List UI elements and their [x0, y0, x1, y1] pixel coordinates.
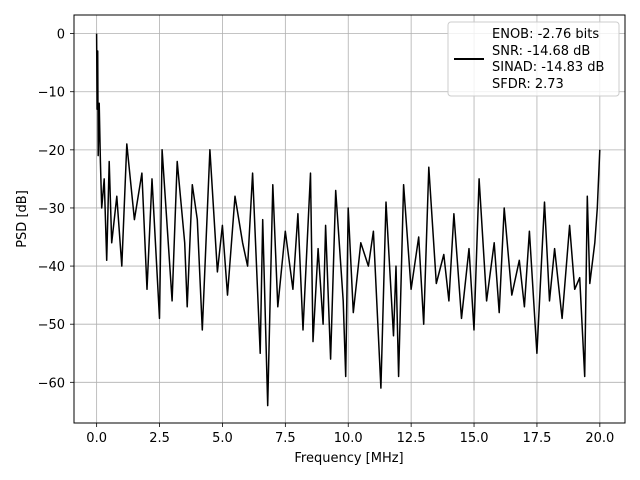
x-tick-label: 7.5 [275, 431, 296, 446]
legend: ENOB: -2.76 bits SNR: -14.68 dB SINAD: -… [447, 21, 620, 97]
legend-box [447, 21, 620, 97]
x-axis-ticks: 0.0 2.5 5.0 7.5 10.0 12.5 15.0 17.5 20.0 [86, 423, 614, 446]
legend-entry-enob: ENOB: -2.76 bits [492, 27, 599, 42]
x-tick-label: 2.5 [149, 431, 170, 446]
x-tick-label: 12.5 [397, 431, 426, 446]
y-tick-label: −10 [38, 86, 65, 101]
x-tick-label: 17.5 [522, 431, 551, 446]
y-tick-label: −30 [38, 202, 65, 217]
psd-series-line [95, 33, 601, 407]
y-tick-label: −60 [38, 376, 65, 391]
x-axis-label: Frequency [MHz] [294, 451, 403, 466]
plot-frame [73, 14, 626, 424]
legend-entry-sinad: SINAD: -14.83 dB [492, 60, 604, 75]
y-tick-label: −50 [38, 318, 65, 333]
y-tick-label: 0 [57, 28, 65, 43]
x-tick-label: 5.0 [212, 431, 233, 446]
x-tick-label: 15.0 [460, 431, 489, 446]
y-tick-label: −20 [38, 144, 65, 159]
legend-entry-snr: SNR: -14.68 dB [492, 44, 590, 59]
legend-entry-sfdr: SFDR: 2.73 [492, 77, 564, 92]
y-tick-label: −40 [38, 260, 65, 275]
y-axis-label: PSD [dB] [15, 190, 30, 248]
x-tick-label: 20.0 [585, 431, 614, 446]
x-tick-label: 10.0 [334, 431, 363, 446]
series-layer [95, 33, 601, 407]
x-tick-label: 0.0 [86, 431, 107, 446]
y-axis-ticks: 0 −10 −20 −30 −40 −50 −60 [38, 28, 74, 391]
